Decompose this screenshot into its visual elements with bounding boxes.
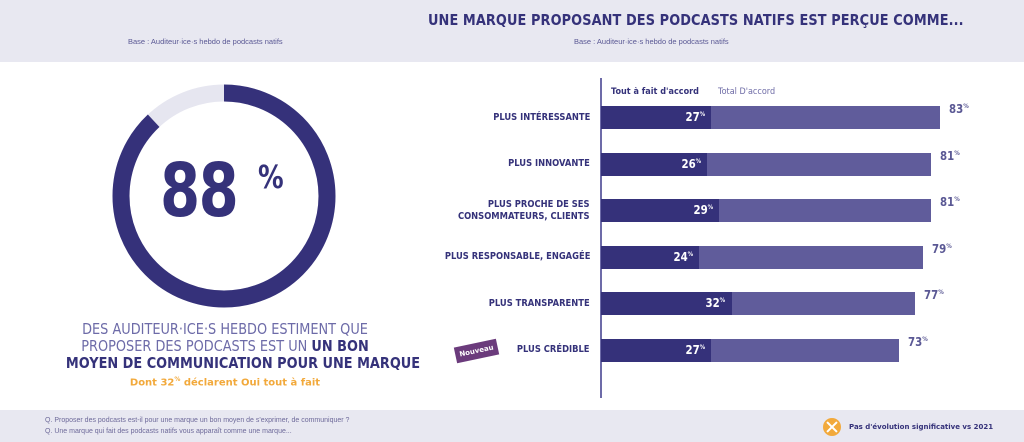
unit: % xyxy=(695,156,702,165)
bar-value-label-tout-a-fait: 27% xyxy=(685,343,705,357)
value: 32 xyxy=(705,296,721,310)
value: 81 xyxy=(940,195,955,209)
bar-value-label-tout-a-fait: 32% xyxy=(706,296,726,310)
bar-value-label-total: 73% xyxy=(908,335,928,349)
bar-value-label-total: 79% xyxy=(932,242,952,256)
unit: % xyxy=(707,203,714,211)
y-axis-line xyxy=(600,78,602,398)
donut-svg xyxy=(112,84,336,308)
footer-band xyxy=(0,410,1024,442)
donut-ring xyxy=(110,82,338,310)
donut-fill xyxy=(112,84,336,308)
legend-series-2: Total D'accord xyxy=(718,87,776,97)
category-label: PLUS INTÉRESSANTE xyxy=(493,112,590,124)
base-note-right: Base : Auditeur·ice·s hebdo de podcasts … xyxy=(574,37,729,46)
value: 83 xyxy=(948,102,963,116)
category-label-line: PLUS TRANSPARENTE xyxy=(489,297,590,309)
category-label: PLUS TRANSPARENTE xyxy=(489,298,590,310)
value: 73 xyxy=(907,334,923,349)
category-label: PLUS CRÉDIBLE xyxy=(517,344,590,356)
statement-line-2: PROPOSER DES PODCASTS EST UN UN BON xyxy=(66,338,384,355)
evolution-note: Pas d'évolution significative vs 2021 xyxy=(823,418,993,436)
unit: % xyxy=(699,110,706,118)
sub-note-suffix: déclarent Oui tout à fait xyxy=(180,377,321,389)
value: 81 xyxy=(940,148,955,163)
bar-tout-a-fait xyxy=(601,152,708,176)
value: 27 xyxy=(685,342,700,357)
unit: % xyxy=(962,102,969,110)
statement: DES AUDITEUR·ICE·S HEBDO ESTIMENT QUE PR… xyxy=(40,320,421,372)
chart-title: UNE MARQUE PROPOSANT DES PODCASTS NATIFS… xyxy=(428,11,964,29)
new-badge-label: Nouveau xyxy=(458,343,495,359)
headline-value: 88 xyxy=(160,148,239,234)
sub-note: Dont 32% déclarent Oui tout à fait xyxy=(0,376,450,388)
category-label-line: PLUS RESPONSABLE, ENGAGÉE xyxy=(444,251,590,262)
legend-series-1: Tout à fait d'accord xyxy=(611,87,699,97)
category-label: PLUS PROCHE DE SES CONSOMMATEURS, CLIENTS xyxy=(458,199,590,223)
unit: % xyxy=(938,288,944,296)
bar-value-label-tout-a-fait: 27% xyxy=(685,110,705,124)
unit: % xyxy=(954,148,961,157)
bar-tout-a-fait xyxy=(601,199,720,222)
bar-value-label-total: 81% xyxy=(940,195,960,209)
value: 27 xyxy=(685,110,700,124)
header-band xyxy=(0,0,1024,62)
new-badge: Nouveau xyxy=(453,338,500,364)
sub-note-prefix: Dont 32 xyxy=(129,377,175,389)
bar-tout-a-fait xyxy=(601,338,712,362)
statement-line-1: DES AUDITEUR·ICE·S HEBDO ESTIMENT QUE xyxy=(82,320,368,338)
unit: % xyxy=(922,334,928,343)
evolution-text: Pas d'évolution significative vs 2021 xyxy=(849,423,994,431)
unit: % xyxy=(954,195,961,203)
category-label-line: CONSOMMATEURS, CLIENTS xyxy=(458,210,590,222)
statement-line-2-bold: UN BON xyxy=(311,337,369,355)
statement-line-3: MOYEN DE COMMUNICATION POUR UNE MARQUE xyxy=(65,354,421,372)
bar-tout-a-fait xyxy=(601,106,712,129)
value: 24 xyxy=(673,249,688,264)
footer-question-1: Q. Proposer des podcasts est-il pour une… xyxy=(45,417,350,424)
category-label-line: PLUS INTÉRESSANTE xyxy=(492,111,590,123)
unit: % xyxy=(699,342,706,351)
bar-tout-a-fait xyxy=(601,245,699,269)
value: 79 xyxy=(932,241,947,256)
statement-line-2-light: PROPOSER DES PODCASTS EST UN xyxy=(81,337,312,355)
headline-unit: % xyxy=(258,158,284,196)
unit: % xyxy=(946,241,953,250)
value: 77 xyxy=(924,288,939,302)
value: 29 xyxy=(693,203,708,217)
bar-tout-a-fait xyxy=(601,292,732,315)
bar-value-label-tout-a-fait: 26% xyxy=(681,157,701,171)
category-label: PLUS RESPONSABLE, ENGAGÉE xyxy=(444,251,590,263)
category-label-line: PLUS PROCHE DE SES xyxy=(488,198,590,210)
bar-value-label-total: 83% xyxy=(949,102,969,116)
category-label-line: PLUS CRÉDIBLE xyxy=(517,344,590,355)
cross-circle-icon xyxy=(823,418,841,436)
unit: % xyxy=(720,296,726,304)
sub-note-unit: % xyxy=(174,376,181,383)
unit: % xyxy=(687,249,693,258)
bar-value-label-total: 77% xyxy=(924,288,944,302)
bar-value-label-total: 81% xyxy=(940,149,960,163)
bar-value-label-tout-a-fait: 24% xyxy=(673,250,693,264)
value: 26 xyxy=(681,156,696,171)
footer-question-2: Q. Une marque qui fait des podcasts nati… xyxy=(45,428,292,435)
category-label: PLUS INNOVANTE xyxy=(508,158,590,170)
base-note-left: Base : Auditeur·ice·s hebdo de podcasts … xyxy=(128,37,283,46)
category-label-line: PLUS INNOVANTE xyxy=(508,158,590,169)
bar-value-label-tout-a-fait: 29% xyxy=(694,203,714,217)
